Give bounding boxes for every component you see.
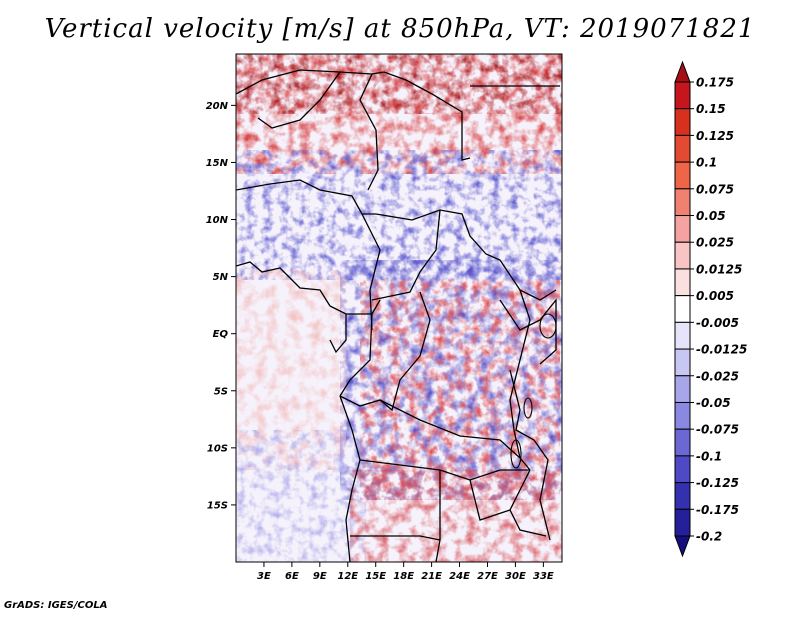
colorbar-label: 0.025 <box>696 236 734 250</box>
colorbar-band <box>674 428 691 457</box>
colorbar-band <box>674 81 691 110</box>
longitude-axis: 3E 6E 9E 12E 15E 18E 21E 24E 27E 30E 33E <box>257 562 554 582</box>
colorbar-band <box>674 215 691 243</box>
colorbar-cap-min <box>674 535 691 558</box>
colorbar-label: 0.1 <box>696 156 717 170</box>
lon-tick-label: 18E <box>393 571 414 582</box>
colorbar-label: -0.0125 <box>696 343 747 357</box>
south-mixed-region <box>350 470 562 562</box>
latitude-axis: 20N 15N 10N 5N EQ 5S 10S 15S <box>206 101 236 511</box>
colorbar-label: -0.175 <box>696 503 739 517</box>
colorbar-label: -0.2 <box>696 530 722 544</box>
downdraft-region-sahel <box>236 150 562 280</box>
lon-tick-label: 15E <box>365 571 386 582</box>
lon-tick-label: 12E <box>337 571 358 582</box>
colorbar-band <box>674 348 691 377</box>
lake-outlines <box>510 313 557 469</box>
colorbar-band <box>674 161 691 190</box>
colorbar-label: 0.0125 <box>696 262 742 276</box>
colorbar-band <box>674 295 691 323</box>
colorbar-label: 0.125 <box>696 129 734 143</box>
lon-tick-label: 24E <box>449 571 470 582</box>
colorbar: 0.175 0.15 0.125 0.1 0.075 0.05 0.025 0.0125 0.0… <box>674 60 747 558</box>
grads-credit: GrADS: IGES/COLA <box>4 600 108 611</box>
colorbar-band <box>674 375 691 403</box>
lat-tick-label: 10N <box>206 215 229 226</box>
lon-tick-label: 6E <box>285 571 299 582</box>
colorbar-cap-max <box>674 60 691 83</box>
colorbar-band <box>674 482 691 510</box>
colorbar-band <box>674 134 691 163</box>
colorbar-band <box>674 508 691 537</box>
map-panel <box>236 54 562 562</box>
colorbar-band <box>674 188 691 217</box>
map-frame <box>235 53 563 563</box>
lon-tick-label: 21E <box>421 571 442 582</box>
colorbar-label: -0.075 <box>696 423 739 437</box>
lon-tick-label: 33E <box>533 571 554 582</box>
colorbar-label: -0.025 <box>696 369 739 383</box>
colorbar-label: -0.1 <box>696 449 722 463</box>
southwest-blue-region <box>236 430 366 562</box>
colorbar-band <box>674 268 691 297</box>
north-strong-updraft <box>236 54 562 114</box>
colorbar-band <box>674 108 691 136</box>
lon-tick-label: 9E <box>313 571 327 582</box>
lon-tick-label: 3E <box>257 571 271 582</box>
country-borders <box>236 69 560 562</box>
lat-tick-label: 10S <box>207 443 228 454</box>
colorbar-label: 0.075 <box>696 182 734 196</box>
colorbar-label: -0.05 <box>696 396 731 410</box>
colorbar-label: -0.125 <box>696 476 739 490</box>
lat-tick-label: 5S <box>214 386 228 397</box>
colorbar-band <box>674 241 691 270</box>
lat-tick-label: 15S <box>207 500 228 511</box>
colorbar-label: -0.005 <box>696 316 739 330</box>
colorbar-band <box>674 455 691 484</box>
lat-tick-label: 20N <box>206 101 229 112</box>
colorbar-label: 0.15 <box>696 102 726 116</box>
lon-tick-label: 30E <box>505 571 526 582</box>
lat-tick-label: EQ <box>213 329 229 340</box>
updraft-region-central <box>360 280 560 500</box>
lat-tick-label: 5N <box>213 272 229 283</box>
colorbar-label: 0.175 <box>696 76 734 90</box>
lon-tick-label: 27E <box>477 571 498 582</box>
map-title: Vertical velocity [m/s] at 850hPa, VT: 2… <box>44 14 756 44</box>
colorbar-label: 0.05 <box>696 209 726 223</box>
colorbar-band <box>674 401 691 430</box>
colorbar-band <box>674 321 691 350</box>
lat-tick-label: 15N <box>206 158 229 169</box>
colorbar-label: 0.005 <box>696 289 734 303</box>
